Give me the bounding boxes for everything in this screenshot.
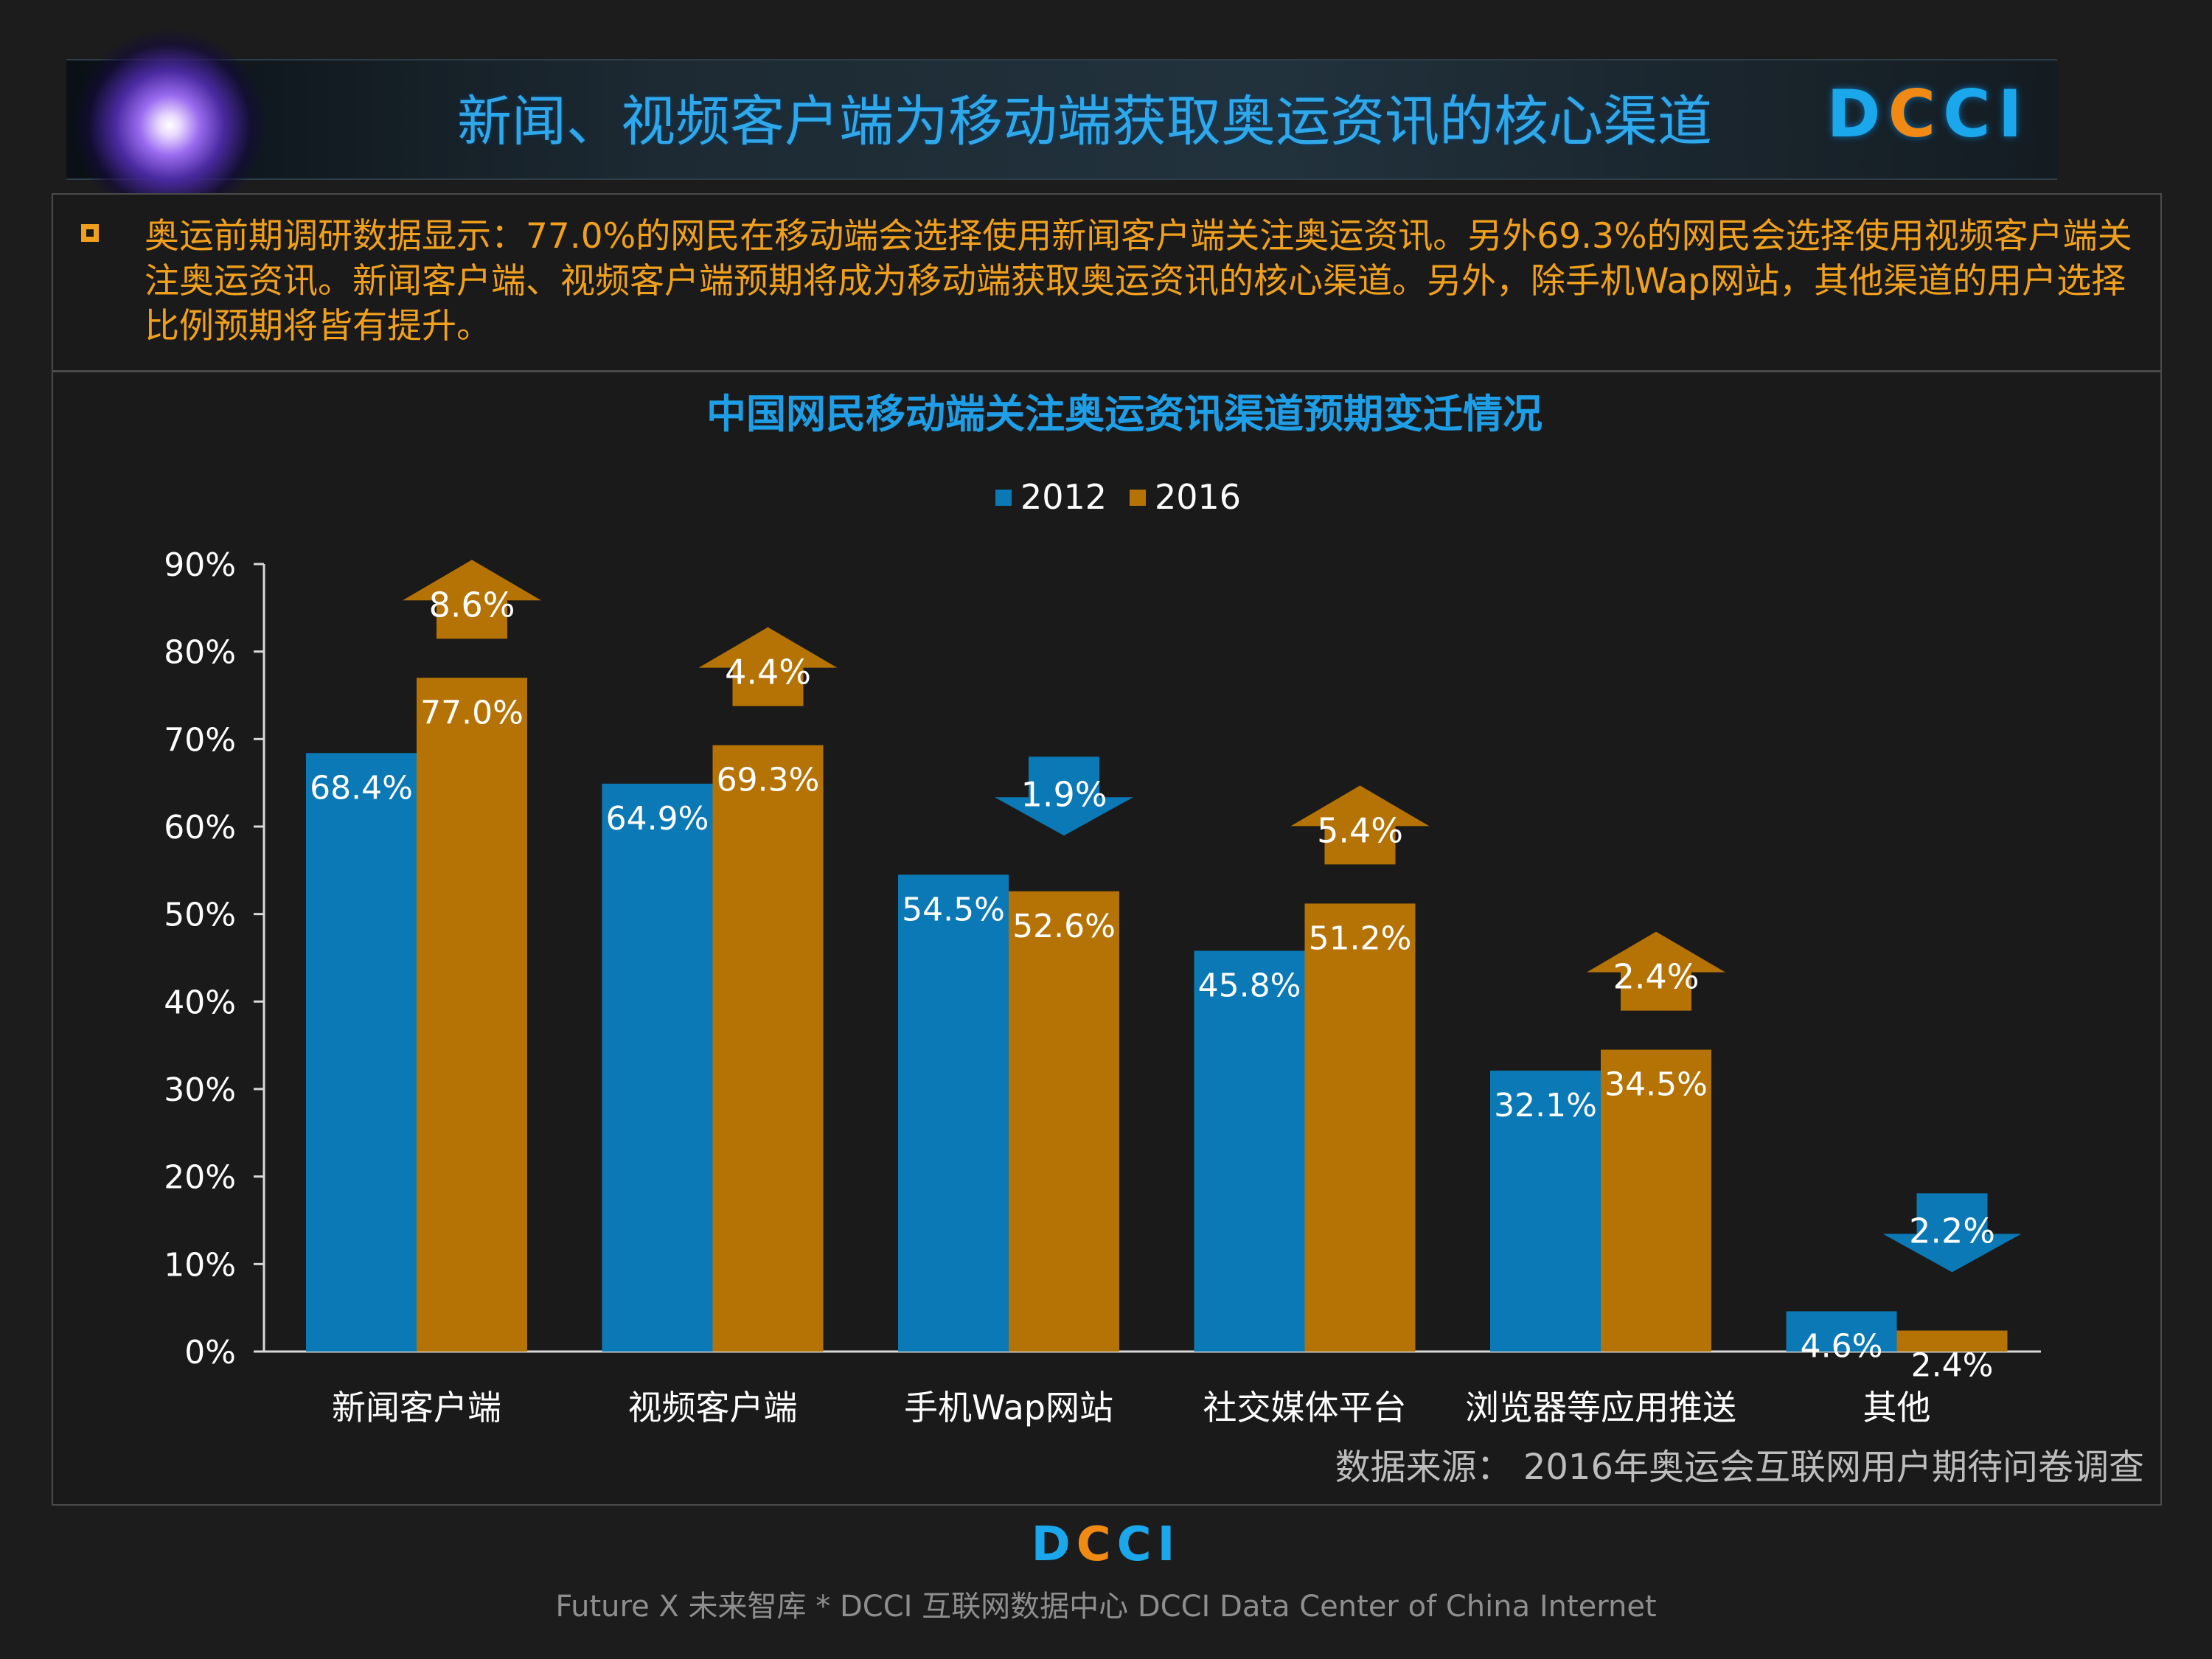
x-tick-label: 其他	[1863, 1388, 1931, 1427]
data-label-2016: 69.3%	[717, 762, 820, 799]
bar-2012	[1786, 1311, 1897, 1352]
data-label-2012: 45.8%	[1198, 967, 1301, 1005]
change-arrow-up	[698, 627, 838, 706]
legend-label-2012: 2012	[1020, 477, 1107, 517]
y-tick-label: 90%	[164, 546, 236, 584]
data-label-2016: 52.6%	[1012, 908, 1116, 945]
change-label: 5.4%	[1317, 810, 1403, 850]
footer-dcci-logo: DCCI	[1031, 1517, 1181, 1572]
change-arrow-up	[1290, 785, 1430, 865]
change-arrow-down	[995, 757, 1133, 836]
change-label: 2.4%	[1613, 957, 1700, 997]
bar-2012	[1490, 1071, 1601, 1352]
y-tick-label: 20%	[164, 1159, 236, 1197]
change-label: 1.9%	[1021, 774, 1107, 814]
sparkle-decoration	[74, 29, 265, 221]
y-tick-label: 80%	[164, 634, 236, 672]
dcci-logo: DCCI	[1826, 76, 2030, 152]
data-label-2012: 32.1%	[1494, 1087, 1597, 1124]
bar-2016	[712, 745, 824, 1352]
x-tick-label: 手机Wap网站	[904, 1388, 1113, 1427]
y-tick-label: 0%	[184, 1334, 236, 1371]
page-title: 新闻、视频客户端为移动端获取奥运资讯的核心渠道	[457, 90, 1712, 153]
bar-2012	[1194, 950, 1305, 1352]
x-tick-label: 社交媒体平台	[1203, 1388, 1407, 1427]
y-tick-label: 10%	[164, 1246, 236, 1284]
chart-title: 中国网民移动端关注奥运资讯渠道预期变迁情况	[706, 391, 1543, 437]
data-label-2012: 4.6%	[1801, 1327, 1883, 1365]
data-label-2012: 68.4%	[310, 769, 413, 807]
bar-2016	[417, 678, 527, 1352]
data-label-2016: 2.4%	[1911, 1347, 1994, 1385]
bar-2012	[898, 874, 1009, 1352]
data-label-2016: 51.2%	[1309, 919, 1412, 957]
legend-swatch-2012	[995, 490, 1012, 506]
change-label: 8.6%	[429, 585, 515, 625]
bar-2012	[602, 783, 713, 1352]
bullet-icon	[81, 224, 99, 242]
bar-2012	[306, 753, 417, 1352]
x-tick-label: 新闻客户端	[332, 1388, 501, 1427]
legend-label-2016: 2016	[1155, 477, 1241, 517]
x-tick-label: 浏览器等应用推送	[1465, 1388, 1736, 1427]
footer-text: Future X 未来智库 * DCCI 互联网数据中心 DCCI Data C…	[555, 1590, 1657, 1624]
change-label: 4.4%	[725, 653, 811, 692]
y-tick-label: 30%	[164, 1071, 236, 1109]
bar-2016	[1601, 1049, 1711, 1352]
change-arrow-up	[1587, 931, 1725, 1011]
change-arrow-down	[1882, 1193, 2022, 1273]
title-band	[66, 59, 2057, 180]
data-label-2016: 34.5%	[1604, 1066, 1708, 1104]
change-label: 2.2%	[1909, 1211, 1995, 1251]
summary-panel: 奥运前期调研数据显示：77.0%的网民在移动端会选择使用新闻客户端关注奥运资讯。…	[53, 195, 2160, 372]
y-tick-label: 70%	[164, 721, 236, 759]
bar-2016	[1304, 903, 1416, 1352]
data-label-2016: 77.0%	[420, 694, 524, 731]
y-tick-label: 40%	[164, 984, 236, 1021]
summary-text: 奥运前期调研数据显示：77.0%的网民在移动端会选择使用新闻客户端关注奥运资讯。…	[145, 216, 2132, 347]
data-label-2012: 64.9%	[606, 800, 709, 838]
y-tick-label: 60%	[164, 809, 236, 846]
y-tick-label: 50%	[164, 897, 236, 934]
data-label-2012: 54.5%	[902, 891, 1005, 928]
source-note: 数据来源： 2016年奥运会互联网用户期待问卷调查	[1335, 1447, 2144, 1488]
legend-swatch-2016	[1130, 490, 1146, 506]
bar-2016	[1009, 891, 1119, 1352]
bar-2016	[1896, 1330, 2008, 1352]
x-tick-label: 视频客户端	[628, 1388, 798, 1427]
change-arrow-up	[403, 560, 541, 639]
